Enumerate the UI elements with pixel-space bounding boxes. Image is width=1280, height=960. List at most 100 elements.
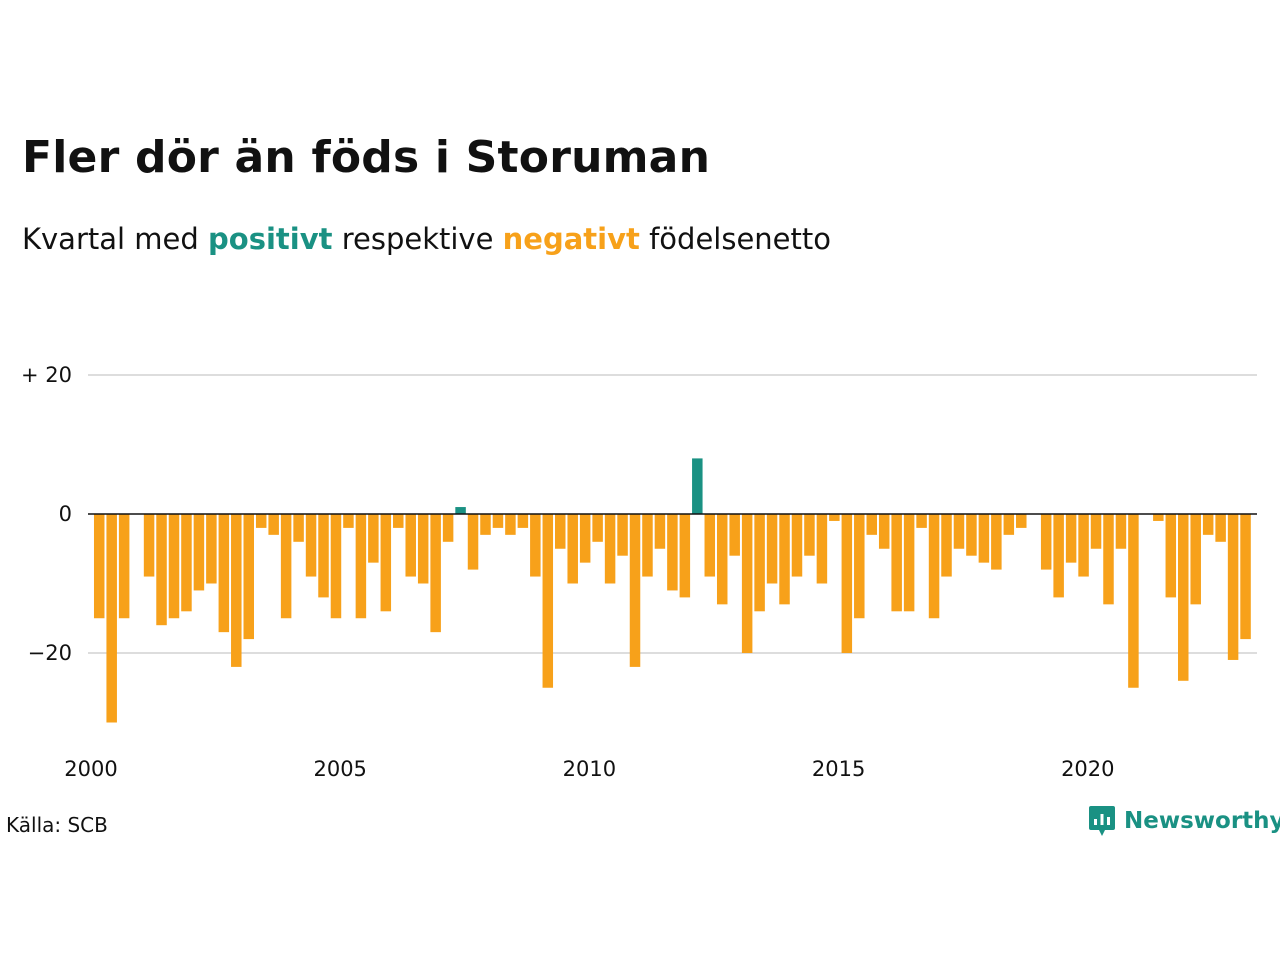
x-tick-label: 2005 [313, 757, 366, 781]
bar [255, 514, 267, 528]
bar [1153, 514, 1164, 521]
bar [555, 514, 566, 549]
bar [343, 514, 354, 528]
bar [1078, 514, 1089, 577]
bar [206, 514, 217, 584]
bar [368, 514, 379, 563]
bar [854, 514, 865, 619]
bar [1053, 514, 1064, 598]
bar [517, 514, 529, 528]
bar [1190, 514, 1201, 605]
source-note: Källa: SCB [6, 813, 108, 837]
bar [280, 514, 292, 619]
bar [492, 514, 504, 528]
bar [218, 514, 230, 633]
x-tick-label: 2010 [563, 757, 616, 781]
bar [1165, 514, 1177, 598]
bar [1040, 514, 1052, 570]
bar [417, 514, 429, 584]
bar [567, 514, 578, 584]
bar [617, 514, 628, 556]
bar [642, 514, 653, 577]
subtitle-text-end: födelsenetto [639, 222, 831, 256]
bar [1202, 514, 1214, 535]
subtitle-negative-label: negativt [502, 222, 640, 256]
bar [430, 514, 441, 633]
bar [480, 514, 491, 535]
bar [1227, 514, 1239, 660]
x-tick-label: 2020 [1061, 757, 1114, 781]
bar [467, 514, 479, 570]
brand-name: Newsworthy [1124, 808, 1280, 834]
bar [592, 514, 603, 542]
bar [692, 458, 703, 514]
bar [1103, 514, 1114, 605]
bar [679, 514, 691, 598]
bar [804, 514, 815, 556]
x-tick-label: 2015 [812, 757, 865, 781]
bar [530, 514, 541, 577]
subtitle-text-middle: respektive [332, 222, 503, 256]
bar [505, 514, 516, 535]
chart-title: Fler dör än föds i Storuman [22, 132, 711, 183]
bar [268, 514, 279, 535]
bar [941, 514, 952, 577]
chart-subtitle: Kvartal med positivt respektive negativt… [22, 222, 831, 256]
bar [393, 514, 404, 528]
bar [966, 514, 977, 556]
bar [243, 514, 254, 640]
bar [903, 514, 915, 612]
bar [978, 514, 990, 563]
bar [716, 514, 728, 605]
bar [1215, 514, 1226, 542]
bar [355, 514, 367, 619]
bar [604, 514, 616, 584]
bar [791, 514, 803, 577]
bar [1128, 514, 1139, 688]
bar [766, 514, 778, 584]
bar [156, 514, 167, 626]
bar [1065, 514, 1077, 563]
bar [106, 514, 117, 723]
subtitle-positive-label: positivt [208, 222, 333, 256]
bar [866, 514, 877, 535]
bar-chart: + 20 0 −20 2000 2005 2010 2015 2020 [21, 363, 1257, 781]
bar [1003, 514, 1015, 535]
bar [1178, 514, 1189, 681]
bar [181, 514, 192, 612]
bar [231, 514, 242, 667]
bar [442, 514, 454, 542]
bar [754, 514, 765, 612]
bar [318, 514, 329, 598]
bar [1115, 514, 1127, 549]
y-tick-label: + 20 [21, 363, 72, 387]
bar [779, 514, 790, 605]
bar [405, 514, 416, 577]
bar [1090, 514, 1102, 549]
bar [928, 514, 940, 619]
bar [293, 514, 304, 542]
bar [829, 514, 840, 521]
bar [816, 514, 828, 584]
bar [891, 514, 902, 612]
bar [1240, 514, 1251, 640]
newsworthy-logo-icon [1089, 806, 1115, 836]
bar [118, 514, 130, 619]
bar [143, 514, 155, 577]
bar [654, 514, 666, 549]
bar [953, 514, 965, 549]
bar [579, 514, 591, 563]
brand-logo: Newsworthy [1088, 804, 1280, 838]
y-tick-label: 0 [59, 502, 72, 526]
bar [667, 514, 678, 591]
bar [330, 514, 342, 619]
bar [193, 514, 205, 591]
subtitle-text-start: Kvartal med [22, 222, 209, 256]
y-tick-label: −20 [28, 641, 72, 665]
bar [841, 514, 853, 653]
bar [542, 514, 554, 688]
bar [93, 514, 105, 619]
bar [1016, 514, 1027, 528]
bar [741, 514, 753, 653]
bar [455, 507, 466, 514]
